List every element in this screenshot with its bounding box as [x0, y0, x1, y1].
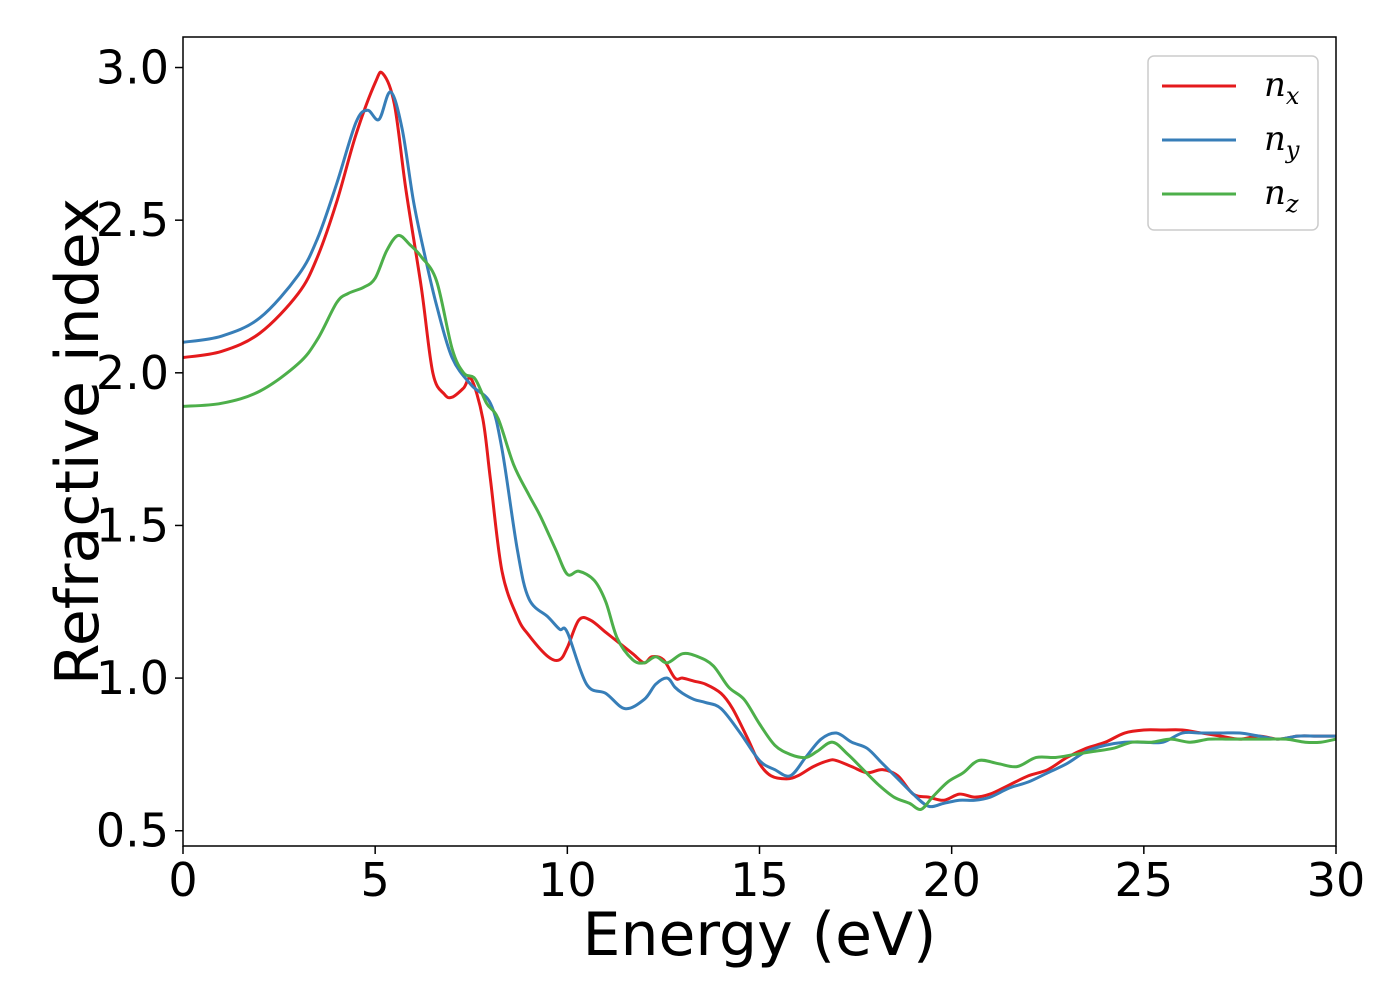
series-line-z	[183, 233, 1336, 811]
y-tick-label: 0.5	[96, 804, 169, 858]
series-layer	[183, 70, 1336, 811]
x-axis-ticks: 0 5 10 15 20 25 30	[168, 846, 1365, 907]
y-tick-label: 1.0	[96, 651, 169, 705]
x-tick-label: 25	[1115, 853, 1174, 907]
y-axis-label: Refractive index	[43, 198, 113, 685]
y-tick-label: 3.0	[96, 41, 169, 95]
y-tick-label: 2.5	[96, 193, 169, 247]
series-line-x	[183, 70, 1336, 802]
y-tick-label: 2.0	[96, 346, 169, 400]
series-line-y	[183, 90, 1336, 809]
x-tick-label: 20	[922, 853, 981, 907]
x-tick-label: 0	[168, 853, 197, 907]
x-tick-label: 15	[730, 853, 789, 907]
legend-box	[1147, 55, 1319, 231]
y-tick-label: 1.5	[96, 498, 169, 552]
x-tick-label: 10	[538, 853, 597, 907]
legend: nx ny nz	[1147, 55, 1319, 231]
legend-label-z: nz	[1264, 173, 1299, 218]
y-axis-ticks: 0.5 1.0 1.5 2.0 2.5 3.0	[96, 41, 183, 858]
x-tick-label: 5	[361, 853, 390, 907]
x-tick-label: 30	[1307, 853, 1366, 907]
x-axis-label: Energy (eV)	[583, 900, 937, 970]
legend-label-y: ny	[1264, 119, 1300, 164]
legend-label-x: nx	[1264, 65, 1300, 110]
